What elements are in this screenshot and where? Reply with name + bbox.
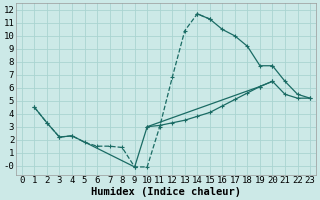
X-axis label: Humidex (Indice chaleur): Humidex (Indice chaleur): [91, 186, 241, 197]
